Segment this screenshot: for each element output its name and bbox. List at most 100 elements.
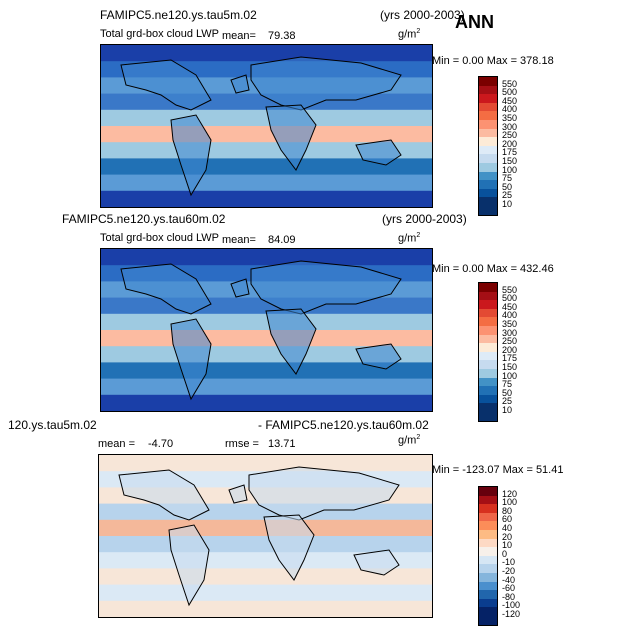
panel3-map-field	[99, 455, 432, 617]
panel3-units: g/m2	[398, 434, 421, 447]
panel2-mean-value: 84.09	[268, 234, 296, 246]
colorbar-swatch	[479, 145, 497, 155]
colorbar-swatch	[479, 368, 497, 378]
colorbar-swatch	[479, 137, 497, 146]
colorbar-label: 175	[502, 147, 518, 158]
colorbar-swatch	[479, 317, 497, 326]
colorbar-swatch	[479, 598, 497, 608]
panel3-case-right: - FAMIPC5.ne120.ys.tau60m.02	[258, 418, 429, 432]
colorbar-label: 50	[502, 387, 513, 398]
colorbar-swatch	[479, 205, 497, 215]
colorbar-swatch	[479, 504, 497, 513]
panel3-rmse-value: 13.71	[268, 438, 296, 450]
colorbar-swatch	[479, 300, 497, 309]
colorbar-swatch	[479, 171, 497, 181]
colorbar-label: 250	[502, 130, 518, 141]
colorbar-swatches	[478, 486, 498, 626]
colorbar-swatch	[479, 128, 497, 138]
colorbar-label: -40	[502, 574, 516, 585]
colorbar-swatch	[479, 308, 497, 318]
colorbar-label: 100	[502, 164, 518, 175]
colorbar-label: 60	[502, 514, 513, 525]
panel3-rmse-label: rmse =	[225, 438, 259, 450]
colorbar-swatch	[479, 538, 497, 548]
panel2-min-max: Min = 0.00 Max = 432.46	[432, 263, 554, 275]
colorbar-label: 350	[502, 319, 518, 329]
colorbar-swatch	[479, 564, 497, 573]
colorbar-label: 500	[502, 293, 518, 304]
colorbar-label: 100	[502, 370, 518, 381]
colorbar-label: 400	[502, 104, 518, 115]
colorbar-label: -10	[502, 557, 516, 568]
colorbar-swatch	[479, 495, 497, 505]
colorbar-label: 175	[502, 353, 518, 364]
panel3-map	[98, 454, 433, 618]
colorbar-label: 40	[502, 523, 513, 533]
colorbar-label: 250	[502, 336, 518, 347]
colorbar-label: 10	[502, 540, 513, 551]
colorbar-label: -20	[502, 566, 516, 576]
panel2-variable: Total grd-box cloud LWP	[100, 232, 220, 244]
panel1-mean-label: mean=	[222, 30, 256, 42]
colorbar-label: 25	[502, 396, 513, 407]
colorbar-swatch	[479, 572, 497, 582]
colorbar-swatch	[479, 360, 497, 369]
colorbar-label: 150	[502, 156, 518, 166]
colorbar-label: 80	[502, 505, 513, 516]
colorbar-label: 10	[502, 405, 513, 415]
colorbar-swatch	[479, 162, 497, 172]
colorbar-label: 100	[502, 497, 518, 508]
colorbar-label: 50	[502, 181, 513, 192]
colorbar-swatch	[479, 394, 497, 404]
colorbar-swatch	[479, 85, 497, 95]
colorbar-label: 150	[502, 362, 518, 372]
colorbar-label: 75	[502, 379, 513, 390]
colorbar-swatch	[479, 581, 497, 591]
colorbar-swatch	[479, 607, 497, 616]
colorbar-swatch	[479, 386, 497, 395]
panel2-map	[100, 248, 433, 412]
colorbar-swatches	[478, 76, 498, 216]
colorbar-swatch	[479, 377, 497, 387]
colorbar-label: 20	[502, 531, 513, 542]
panel3-case-left: 120.ys.tau5m.02	[8, 418, 97, 432]
colorbar-label: 0	[502, 548, 508, 559]
colorbar-label: 300	[502, 121, 518, 132]
season-annotation: ANN	[455, 12, 494, 32]
colorbar-swatch	[479, 119, 497, 129]
panel2-map-field	[101, 249, 432, 411]
colorbar-label: 200	[502, 344, 518, 355]
colorbar-swatches	[478, 282, 498, 422]
colorbar-swatch	[479, 111, 497, 120]
colorbar-label: -80	[502, 591, 516, 602]
colorbar-swatch	[479, 529, 497, 539]
colorbar-swatch	[479, 291, 497, 301]
colorbar-swatch	[479, 102, 497, 112]
colorbar-label: 200	[502, 138, 518, 149]
colorbar-label: 120	[502, 488, 518, 499]
colorbar-swatch	[479, 555, 497, 565]
panel1-variable: Total grd-box cloud LWP	[100, 28, 220, 40]
colorbar-swatch	[479, 154, 497, 163]
colorbar-label: -60	[502, 583, 516, 594]
colorbar-label: 400	[502, 310, 518, 321]
colorbar-swatch	[479, 325, 497, 335]
panel1-mean-value: 79.38	[268, 30, 296, 42]
colorbar-swatch	[479, 512, 497, 522]
colorbar-label: 550	[502, 284, 518, 295]
colorbar-swatch	[479, 411, 497, 421]
colorbar-label: 300	[502, 327, 518, 338]
panel1-units: g/m2	[398, 28, 421, 41]
colorbar-label: 500	[502, 87, 518, 98]
colorbar-swatch	[479, 615, 497, 625]
colorbar-swatch	[479, 77, 497, 86]
colorbar-swatch	[479, 487, 497, 496]
colorbar-label: 450	[502, 95, 518, 106]
panel1-min-max: Min = 0.00 Max = 378.18	[432, 55, 554, 67]
panel3-mean-label: mean =	[98, 438, 135, 450]
colorbar-label: -100	[502, 600, 521, 611]
panel2-case-name: FAMIPC5.ne120.ys.tau60m.02	[62, 212, 226, 226]
colorbar-label: 350	[502, 113, 518, 123]
panel2-mean-label: mean=	[222, 234, 256, 246]
colorbar-label: 550	[502, 78, 518, 89]
